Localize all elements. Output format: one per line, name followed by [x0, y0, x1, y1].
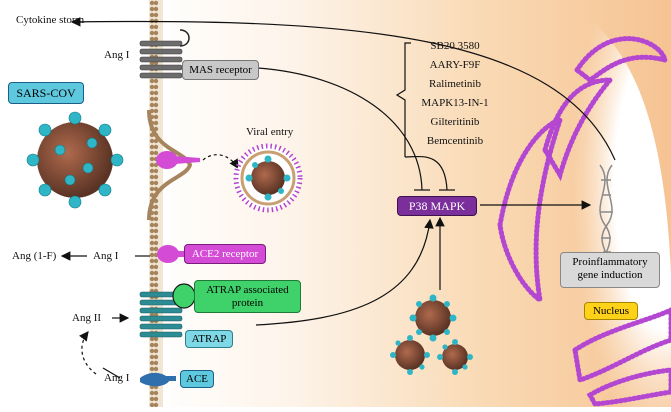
- mas-receptor-shape: [139, 29, 190, 79]
- proinflammatory-box: Proinflammatory gene induction: [560, 252, 660, 288]
- cytokine-storm-label: Cytokine storm: [16, 14, 85, 26]
- mas-receptor-box: MAS receptor: [182, 60, 259, 80]
- entry-arrow: [202, 154, 239, 170]
- inhibitor-item: MAPK13-IN-1: [421, 97, 489, 109]
- atrap-associated-box: ATRAP associated protein: [194, 280, 301, 313]
- ang-ii-label: Ang II: [72, 312, 102, 324]
- atrap-box: ATRAP: [185, 330, 233, 348]
- ace-box: ACE: [180, 370, 214, 388]
- ang-i-ace2-label: Ang I: [93, 250, 119, 262]
- inhibitor-item: Bemcentinib: [426, 135, 484, 147]
- sars-cov-virion: [26, 111, 124, 209]
- inhibitor-item: Gilteritinib: [430, 116, 480, 128]
- ace2-entry-receptor: [156, 151, 200, 169]
- p38-mapk-box: P38 MAPK: [397, 196, 477, 216]
- nucleus-box: Nucleus: [584, 302, 638, 320]
- inhibitor-item: AARY-F9F: [429, 59, 481, 71]
- virion-cluster: [390, 294, 473, 375]
- ang-1f-label: Ang (1-F): [12, 250, 57, 262]
- inhibitor-item: SB20 3580: [430, 40, 480, 52]
- atrap-receptor-shape: [139, 291, 183, 338]
- sars-cov-box: SARS-COV: [8, 82, 84, 104]
- endoplasmic-reticulum: [497, 36, 671, 407]
- viral-entry-label: Viral entry: [246, 126, 294, 138]
- ace-enzyme-shape: [140, 372, 176, 387]
- pathway-arrows: [60, 17, 616, 379]
- ang-i-top-label: Ang I: [104, 49, 130, 61]
- ace2-receptor-box: ACE2 receptor: [184, 244, 266, 264]
- atrap-associated-protein-shape: [172, 283, 196, 309]
- ang-i-bottom-label: Ang I: [104, 372, 130, 384]
- inhibitor-item: Ralimetinib: [429, 78, 481, 90]
- viral-entry-vesicle: [233, 143, 303, 213]
